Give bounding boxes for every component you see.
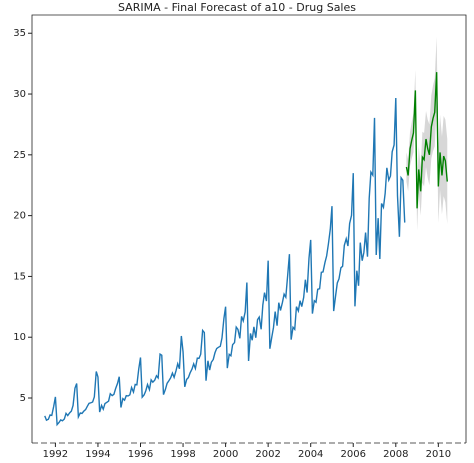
y-tick-label: 5: [20, 393, 26, 404]
y-tick-label: 30: [13, 89, 26, 100]
series-line: [44, 98, 406, 427]
x-tick-label: 2006: [341, 449, 366, 460]
y-tick-label: 20: [13, 211, 26, 222]
confidence-band: [406, 36, 448, 231]
y-tick-label: 35: [13, 28, 26, 39]
x-tick-label: 2008: [383, 449, 408, 460]
x-tick-label: 2000: [213, 449, 238, 460]
x-tick-label: 1992: [43, 449, 68, 460]
x-tick-label: 2002: [255, 449, 280, 460]
chart-title: SARIMA - Final Forecast of a10 - Drug Sa…: [118, 1, 356, 14]
x-tick-label: 2010: [426, 449, 451, 460]
axes-frame: [31, 14, 467, 443]
x-tick-label: 1996: [128, 449, 153, 460]
y-tick-label: 15: [13, 271, 26, 282]
x-tick-label: 1994: [85, 449, 110, 460]
y-tick-label: 25: [13, 150, 26, 161]
x-tick-label: 2004: [298, 449, 323, 460]
x-tick-label: 1998: [170, 449, 195, 460]
series-line: [405, 72, 448, 209]
y-tick-label: 10: [13, 332, 26, 343]
